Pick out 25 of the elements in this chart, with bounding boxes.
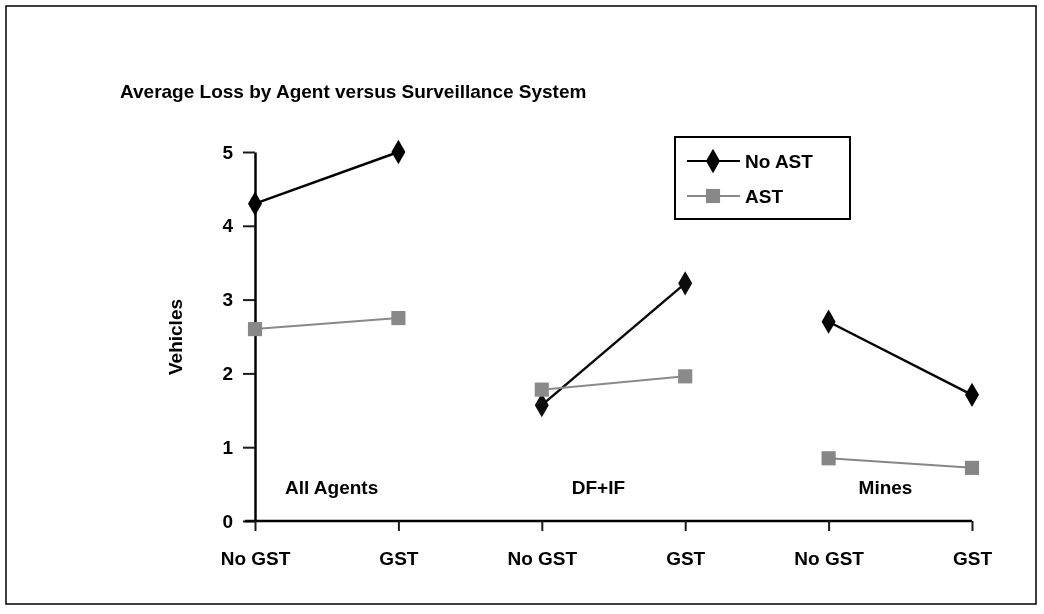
annotation: DF+IF: [571, 477, 626, 498]
y-axis-title: Vehicles: [165, 298, 186, 376]
y-tick-label: 5: [222, 141, 234, 163]
x-tick-label: GST: [379, 547, 419, 569]
legend-label: No AST: [745, 151, 814, 172]
chart-title: Average Loss by Agent versus Surveillance System: [120, 81, 587, 102]
x-tick-label: No GST: [507, 547, 578, 569]
annotation: Mines: [858, 477, 913, 498]
point: [391, 310, 406, 326]
point: [964, 460, 980, 475]
x-tick-label: No GST: [794, 547, 865, 569]
x-tick-label: GST: [666, 547, 706, 569]
y-tick-label: 3: [222, 289, 233, 311]
legend-label: AST: [745, 186, 784, 207]
annotation: All Agents: [285, 477, 379, 498]
point: [678, 369, 693, 384]
y-tick-label: 1: [222, 436, 234, 458]
point: [534, 382, 549, 397]
point: [821, 451, 836, 466]
y-tick-label: 0: [222, 510, 233, 532]
y-tick-label: 4: [222, 215, 234, 237]
y-tick-label: 2: [222, 362, 233, 384]
x-tick-label: No GST: [220, 547, 291, 569]
x-tick-label: GST: [952, 547, 993, 569]
point: [247, 322, 263, 337]
